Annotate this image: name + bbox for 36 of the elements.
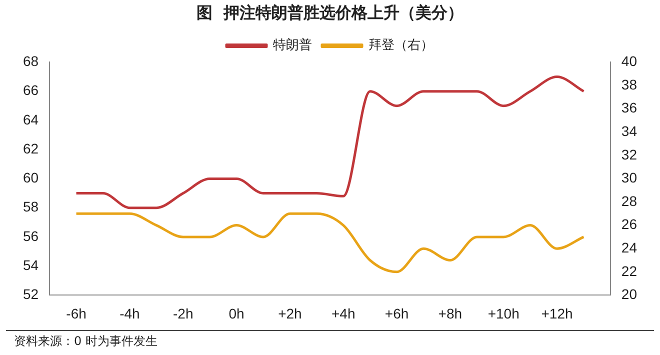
- x-tick-label: -6h: [66, 305, 86, 322]
- y-tick-label: 66: [22, 82, 39, 98]
- x-tick-label: +10h: [488, 305, 520, 322]
- y2-tick-label: 32: [621, 146, 638, 162]
- x-tick-label: +6h: [384, 305, 409, 322]
- x-tick-label: -4h: [120, 305, 140, 322]
- text: 资料来源：0 时为事件发生: [6, 330, 654, 350]
- y-tick-label: 60: [22, 170, 39, 186]
- y-tick-label: 62: [22, 140, 39, 156]
- legend-label: 拜登（右）: [368, 38, 434, 54]
- y2-tick-label: 20: [621, 286, 638, 302]
- x-tick-label: 0h: [228, 305, 244, 322]
- y-tick-label: 56: [22, 228, 39, 244]
- y2-tick-label: 28: [621, 192, 638, 209]
- line-series: [75, 212, 585, 274]
- y-tick-label: 58: [22, 198, 39, 215]
- chart-title: 图 押注特朗普胜选价格上升（美分）: [196, 2, 464, 22]
- y-tick-label: 52: [22, 286, 39, 302]
- y2-tick-label: 34: [621, 122, 638, 139]
- line-series: [75, 76, 585, 210]
- y2-tick-label: 30: [621, 170, 638, 186]
- y2-tick-label: 36: [621, 100, 638, 116]
- legend-label: 特朗普: [273, 37, 312, 54]
- x-tick-label: +2h: [278, 305, 302, 322]
- y2-tick-label: 22: [621, 262, 638, 279]
- y2-tick-label: 38: [621, 76, 638, 92]
- x-tick-label: -2h: [172, 305, 194, 322]
- y-tick-label: 54: [22, 256, 39, 273]
- y2-tick-label: 26: [621, 216, 638, 232]
- x-tick-label: +4h: [331, 305, 356, 322]
- y2-tick-label: 40: [621, 53, 638, 70]
- y-tick-label: 64: [22, 111, 39, 128]
- x-tick-label: +8h: [438, 305, 462, 322]
- y2-tick-label: 24: [621, 239, 638, 256]
- y-tick-label: 68: [22, 53, 39, 70]
- x-tick-label: +12h: [541, 305, 573, 322]
